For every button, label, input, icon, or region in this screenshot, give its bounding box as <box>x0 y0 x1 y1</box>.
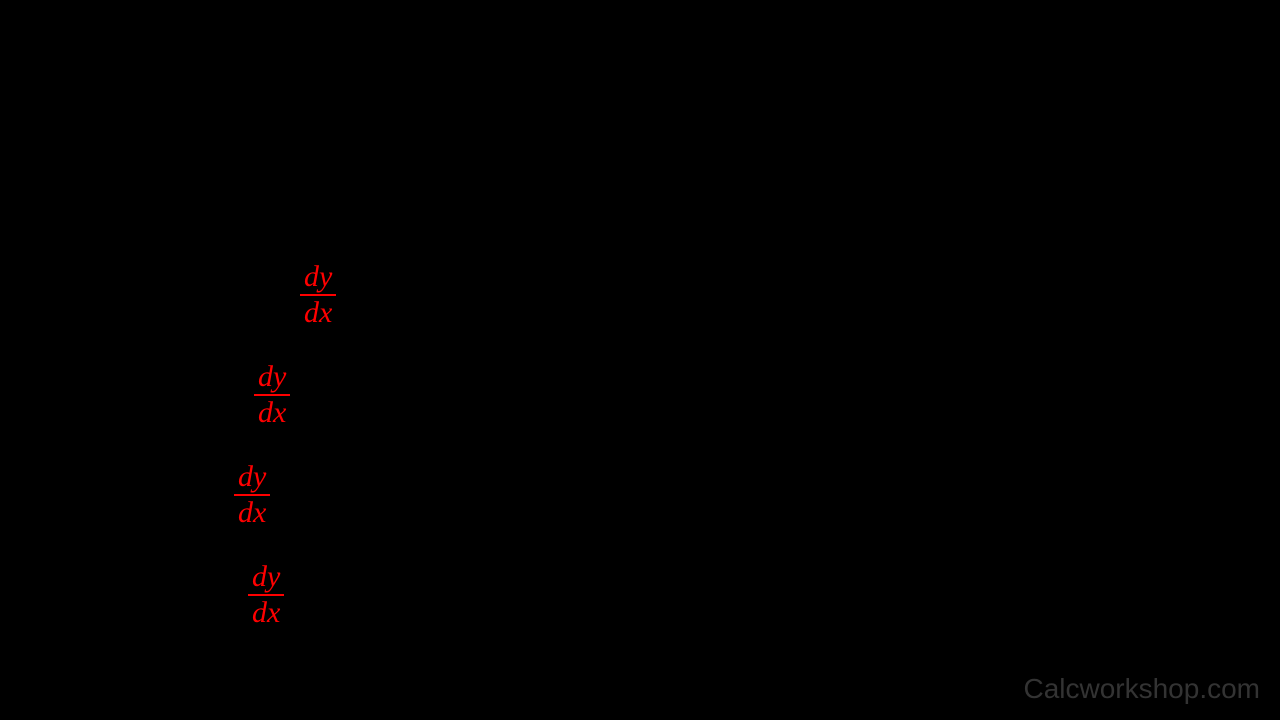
hidden-text: = <box>294 378 314 412</box>
numerator: dy <box>248 562 284 594</box>
denominator: dx <box>254 394 290 428</box>
dydx-fraction: dy dx <box>234 462 270 528</box>
hidden-text: y = x cos x <box>296 163 426 197</box>
dydx-fraction: dy dx <box>254 362 290 428</box>
hidden-text: = <box>288 578 308 612</box>
denominator: dx <box>248 594 284 628</box>
denominator: dx <box>234 494 270 528</box>
numerator: dy <box>234 462 270 494</box>
equation-line-1: y = x cos x <box>160 130 426 230</box>
equation-line-2: dy dx = <box>160 250 426 340</box>
equation-line-3: dy dx = <box>160 350 426 440</box>
numerator: dy <box>254 362 290 394</box>
watermark: Calcworkshop.com <box>1023 673 1260 705</box>
equation-block: y = x cos x dy dx = dy dx = dy dx = dy d… <box>160 130 426 650</box>
denominator: dx <box>300 294 336 328</box>
numerator: dy <box>300 262 336 294</box>
equation-line-4: dy dx = <box>160 450 426 540</box>
hidden-text: = <box>274 478 294 512</box>
hidden-text: = <box>340 278 360 312</box>
dydx-fraction: dy dx <box>248 562 284 628</box>
dydx-fraction: dy dx <box>300 262 336 328</box>
equation-line-5: dy dx = <box>160 550 426 640</box>
